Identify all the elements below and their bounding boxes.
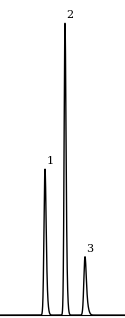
Text: 2: 2 [66, 10, 73, 20]
Text: 3: 3 [86, 244, 93, 254]
Text: 1: 1 [46, 156, 54, 166]
